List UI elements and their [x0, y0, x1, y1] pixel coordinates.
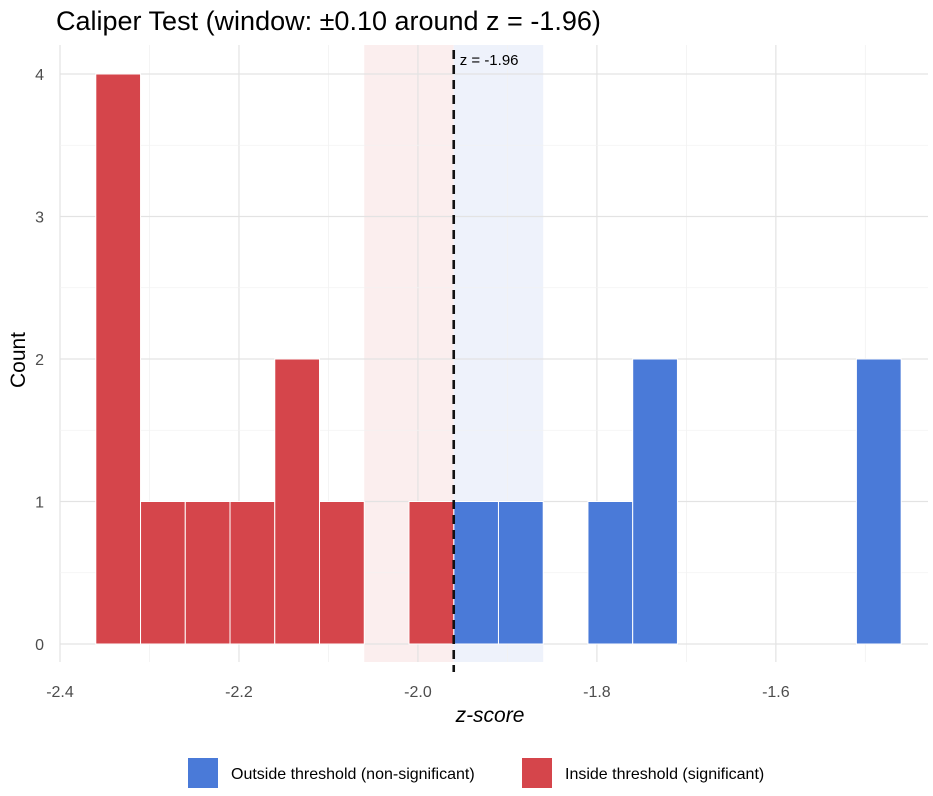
x-axis-ticks: -2.4 -2.2 -2.0 -1.8 -1.6 [46, 684, 790, 701]
bar-inside-threshold [140, 501, 186, 645]
bar-outside-threshold [855, 358, 902, 645]
x-tick-label: -1.8 [583, 684, 611, 701]
bar-inside-threshold [229, 501, 276, 645]
histogram-bars [95, 73, 902, 645]
bar-outside-threshold [632, 358, 678, 645]
y-tick-label: 2 [35, 352, 44, 369]
bar-outside-threshold [497, 501, 544, 645]
legend-key-inside [522, 758, 552, 788]
bar-outside-threshold [587, 501, 634, 645]
caliper-bands [364, 45, 544, 662]
legend-key-outside [188, 758, 218, 788]
threshold-label: z = -1.96 [460, 52, 519, 69]
bar-inside-threshold [408, 501, 455, 645]
bar-inside-threshold [274, 358, 321, 645]
x-tick-label: -2.2 [225, 684, 253, 701]
y-tick-label: 0 [35, 637, 44, 654]
legend-label-inside: Inside threshold (significant) [565, 766, 764, 783]
chart-title: Caliper Test (window: ±0.10 around z = -… [56, 6, 601, 36]
bar-inside-threshold [319, 501, 365, 645]
x-tick-label: -2.4 [46, 684, 74, 701]
y-axis-ticks: 0 1 2 3 4 [35, 67, 44, 654]
y-tick-label: 3 [35, 210, 44, 227]
legend-label-outside: Outside threshold (non-significant) [231, 766, 475, 783]
bar-outside-threshold [453, 501, 499, 645]
y-tick-label: 1 [35, 495, 44, 512]
bar-inside-threshold [184, 501, 231, 645]
bar-inside-threshold [95, 73, 142, 645]
x-tick-label: -1.6 [762, 684, 790, 701]
x-tick-label: -2.0 [404, 684, 432, 701]
y-tick-label: 4 [35, 67, 44, 84]
threshold-group: z = -1.96 [452, 50, 519, 672]
legend: Outside threshold (non-significant) Insid… [188, 758, 764, 788]
x-axis-title: z-score [455, 704, 525, 727]
y-axis-title: Count [7, 332, 30, 388]
